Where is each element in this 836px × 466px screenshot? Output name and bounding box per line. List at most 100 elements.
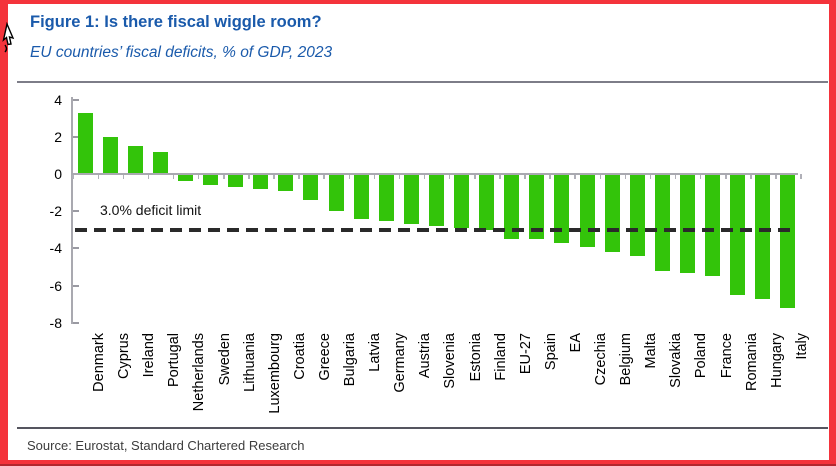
bar — [152, 151, 168, 174]
x-tick-mark — [147, 174, 150, 179]
x-category-label: Malta — [643, 333, 660, 369]
figure-title: Figure 1: Is there fiscal wiggle room? — [30, 13, 322, 31]
x-category-label: Bulgaria — [342, 333, 358, 387]
y-axis-line — [71, 97, 73, 324]
x-category-label: Slovenia — [442, 333, 459, 389]
x-tick-mark — [248, 174, 250, 179]
x-category-label: Netherlands — [191, 333, 208, 412]
x-category-label: Germany — [392, 333, 409, 393]
bar — [428, 174, 444, 227]
bar — [529, 174, 545, 240]
bar — [554, 174, 570, 243]
x-category-label: Estonia — [467, 333, 484, 382]
zero-axis-line — [71, 173, 798, 175]
bar — [203, 174, 218, 186]
frame-border-left — [0, 0, 8, 466]
x-category-label: Greece — [316, 333, 333, 381]
x-category-label: Romania — [743, 333, 760, 392]
bar — [780, 174, 796, 308]
x-tick-mark — [197, 174, 200, 179]
x-tick-mark — [474, 174, 476, 179]
x-category-label: France — [718, 333, 735, 379]
bar — [730, 174, 746, 295]
x-tick-mark — [72, 174, 74, 179]
x-category-label: Finland — [492, 333, 509, 381]
x-tick-mark — [699, 174, 702, 179]
bar — [378, 174, 394, 221]
bar — [579, 174, 595, 247]
x-tick-mark — [725, 174, 727, 179]
bar — [102, 136, 118, 174]
y-tick-mark — [73, 210, 79, 213]
bar — [77, 112, 93, 174]
y-tick-label: 4 — [54, 91, 62, 108]
x-tick-mark — [599, 174, 602, 179]
x-category-label: Croatia — [291, 333, 308, 380]
frame-border-bottom — [0, 460, 836, 466]
bar — [278, 174, 294, 191]
x-tick-mark — [423, 174, 426, 179]
y-tick-label: -4 — [49, 240, 62, 257]
bar — [479, 174, 495, 230]
x-tick-mark — [223, 174, 225, 179]
x-tick-mark — [298, 174, 300, 179]
x-tick-mark — [323, 174, 325, 179]
bar — [127, 146, 143, 174]
header-divider — [17, 81, 828, 83]
x-tick-mark — [624, 174, 627, 179]
y-tick-label: 0 — [54, 166, 62, 182]
x-category-label: EA — [567, 333, 584, 353]
frame-border-right — [829, 0, 836, 466]
x-category-label: Slovakia — [668, 333, 685, 388]
x-tick-mark — [549, 174, 551, 179]
x-tick-mark — [373, 174, 376, 179]
mouse-cursor-icon — [2, 22, 15, 53]
x-tick-mark — [122, 174, 125, 179]
bar — [403, 174, 419, 225]
y-tick-mark — [73, 98, 79, 101]
footer-divider — [17, 427, 828, 429]
x-category-label: Latvia — [367, 333, 384, 372]
x-category-label: Luxembourg — [266, 333, 283, 414]
x-tick-mark — [448, 174, 451, 179]
x-category-label: Austria — [417, 333, 434, 379]
x-tick-mark — [172, 174, 175, 179]
source-note: Source: Eurostat, Standard Chartered Res… — [27, 438, 305, 453]
y-tick-mark — [73, 247, 79, 250]
bar — [705, 174, 720, 277]
x-category-label: Czechia — [593, 333, 609, 386]
x-category-label: Lithuania — [241, 333, 258, 392]
bar — [177, 174, 193, 182]
x-category-label: Hungary — [768, 333, 785, 388]
x-category-label: Cyprus — [116, 333, 133, 379]
bar — [454, 174, 469, 228]
x-category-label: Belgium — [618, 333, 635, 386]
bar — [353, 174, 369, 219]
x-category-label: Ireland — [141, 333, 158, 378]
x-tick-mark — [750, 174, 752, 179]
x-category-label: EU-27 — [517, 333, 534, 375]
x-tick-mark — [348, 174, 351, 179]
y-tick-mark — [73, 321, 79, 324]
x-tick-mark — [800, 174, 802, 179]
bar — [654, 174, 670, 271]
deficit-limit-label: 3.0% deficit limit — [100, 202, 202, 218]
bar — [604, 174, 620, 253]
y-tick-mark — [73, 284, 79, 287]
bar — [228, 174, 244, 188]
bar — [755, 174, 771, 299]
x-tick-mark — [524, 174, 526, 179]
y-tick-label: -6 — [49, 277, 62, 294]
bar — [679, 174, 695, 273]
bar — [504, 174, 520, 240]
x-tick-mark — [273, 174, 275, 179]
x-tick-mark — [398, 174, 401, 179]
deficit-limit-line — [75, 227, 791, 232]
x-tick-mark — [499, 174, 501, 179]
x-tick-mark — [674, 174, 677, 179]
x-tick-mark — [574, 174, 576, 179]
x-category-label: Portugal — [166, 333, 183, 388]
x-tick-mark — [649, 174, 652, 179]
x-tick-mark — [97, 174, 100, 179]
